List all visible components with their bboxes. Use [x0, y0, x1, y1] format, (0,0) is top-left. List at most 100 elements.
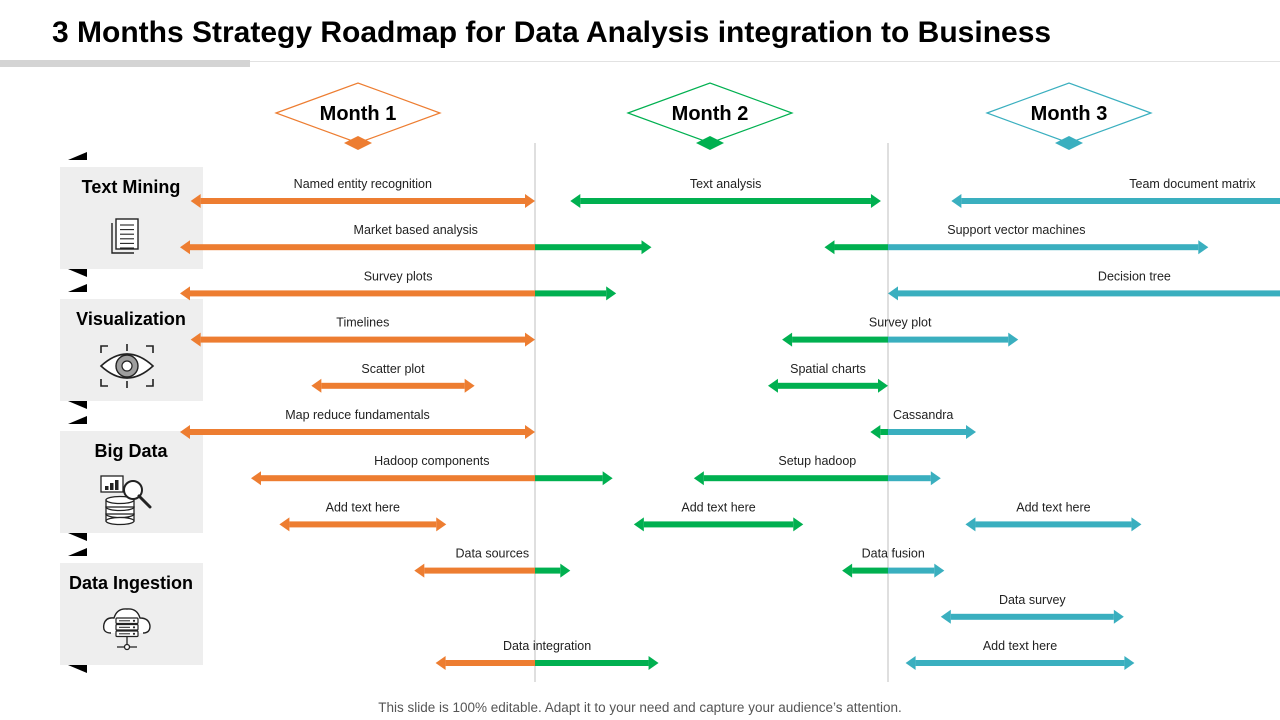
arrow-head-left [782, 332, 793, 347]
task-label: Market based analysis [354, 223, 478, 237]
task-label: Map reduce fundamentals [285, 408, 430, 422]
arrow-head-left [190, 332, 201, 347]
month-diamond [274, 82, 442, 144]
arrow-head-left [767, 378, 778, 393]
task-label: Add text here [983, 639, 1057, 653]
arrow-shaft [915, 660, 1125, 666]
arrow-shaft [834, 244, 888, 251]
arrow-shaft [289, 521, 437, 528]
arrow-shaft [777, 382, 878, 389]
arrow-head-left [905, 656, 916, 670]
task-label: Scatter plot [361, 362, 425, 376]
arrow-head-right [602, 471, 613, 486]
month-marker [1055, 136, 1083, 150]
task-label: Cassandra [893, 408, 953, 422]
month-header-2: Month 2 [626, 82, 794, 150]
task-label: Timelines [336, 316, 389, 330]
task-arrow: Add text here [633, 500, 804, 532]
task-arrow: Survey plot [782, 316, 1019, 347]
arrow-head-right [1124, 656, 1135, 670]
arrow-head-right [648, 656, 659, 670]
title-accent-bar [0, 60, 250, 67]
task-label: Data sources [455, 547, 529, 561]
arrow-head-left [180, 240, 190, 255]
arrow-head-right [436, 517, 447, 532]
arrow-shaft [261, 475, 535, 482]
month-diamond [985, 82, 1153, 144]
arrow-shaft [898, 290, 1280, 297]
arrow-shaft [852, 567, 888, 574]
arrow-head-left [824, 240, 835, 255]
panel-fold-bottom [68, 269, 87, 277]
category-panel-1: Text Mining [60, 152, 203, 277]
panel-fold-top [68, 416, 87, 424]
panel-fold-bottom [68, 533, 87, 541]
category-label: Visualization [76, 309, 186, 329]
arrow-shaft [190, 290, 535, 297]
task-label: Named entity recognition [294, 177, 432, 191]
arrow-shaft [888, 429, 966, 435]
task-arrow: Spatial charts [767, 362, 888, 393]
arrow-shaft [535, 475, 603, 482]
eye-target-icon [99, 344, 155, 388]
task-label: Data survey [999, 593, 1066, 607]
arrow-shaft [321, 382, 465, 389]
roadmap-diagram: Month 1 Month 2 Month 3 Text Mining Visualiz… [60, 82, 1280, 682]
arrow-shaft [643, 521, 794, 528]
category-panel-2: Visualization [60, 284, 203, 409]
arrow-shaft [535, 290, 607, 297]
arrow-head-left [251, 471, 261, 486]
task-label: Setup hadoop [778, 454, 856, 468]
task-label: Support vector machines [947, 223, 1085, 237]
panel-fold-top [68, 548, 87, 556]
month-label: Month 2 [672, 103, 749, 125]
arrow-shaft [888, 567, 935, 574]
arrow-head-right [641, 240, 652, 255]
month-marker [344, 136, 372, 150]
arrow-head-left [633, 517, 644, 532]
arrow-head-right [525, 194, 535, 208]
arrow-shaft [888, 244, 1199, 251]
task-label: Team document matrix [1129, 177, 1256, 191]
panel-background [60, 167, 203, 269]
arrow-shaft [535, 244, 642, 251]
task-label: Add text here [681, 500, 755, 514]
arrow-head-left [435, 656, 446, 670]
arrow-head-left [311, 378, 322, 393]
arrow-shaft [535, 660, 649, 666]
month-label: Month 3 [1031, 103, 1108, 125]
arrow-shaft [580, 198, 871, 204]
arrow-head-right [930, 471, 941, 486]
arrow-head-right [1198, 240, 1209, 255]
arrow-head-right [560, 563, 571, 578]
task-label: Text analysis [690, 177, 762, 191]
arrow-head-left [180, 425, 190, 439]
task-arrow: Data integration [435, 639, 659, 670]
arrow-head-right [870, 194, 881, 208]
arrow-head-left [870, 425, 881, 439]
month-header-3: Month 3 [985, 82, 1153, 150]
arrow-shaft [200, 198, 525, 204]
arrow-head-right [606, 286, 617, 301]
month-marker [696, 136, 724, 150]
task-label: Add text here [326, 500, 400, 514]
task-arrow: Timelines [190, 316, 535, 347]
task-arrow: Survey plots [180, 269, 617, 301]
task-arrow: Add text here [279, 500, 447, 532]
arrow-head-right [934, 563, 945, 578]
arrow-head-left [951, 194, 962, 208]
arrow-shaft [703, 475, 888, 482]
arrow-shaft [190, 429, 525, 435]
arrow-head-left [414, 563, 425, 578]
task-label: Data integration [503, 639, 591, 653]
arrow-head-right [464, 378, 475, 393]
task-arrow: Named entity recognition [190, 177, 535, 208]
arrow-head-right [878, 378, 888, 393]
arrow-head-left [965, 517, 976, 532]
arrow-head-left [693, 471, 704, 486]
cloud-server-icon [102, 608, 151, 651]
panel-fold-top [68, 284, 87, 292]
task-arrow: Cassandra [870, 408, 976, 439]
task-arrow: Support vector machines [824, 223, 1209, 255]
task-label: Decision tree [1098, 269, 1171, 283]
